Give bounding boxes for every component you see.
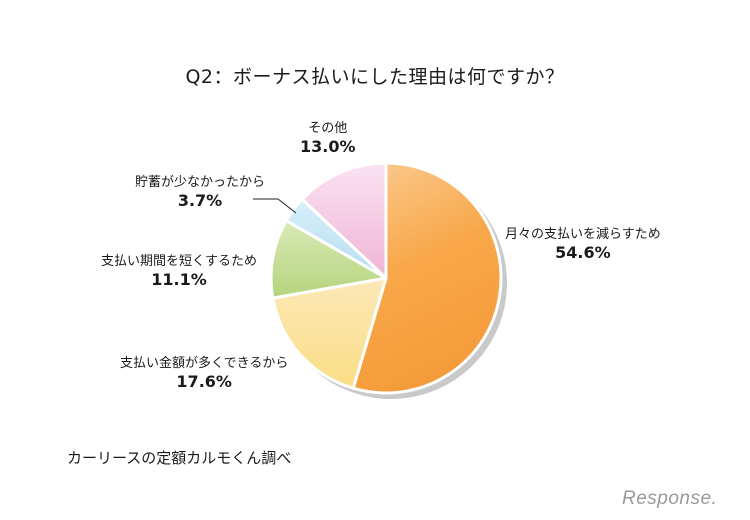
- label-pct: 3.7%: [177, 191, 223, 210]
- label-monthly: 月々の支払いを減らすため 54.6%: [505, 226, 661, 263]
- pie-slice: [271, 276, 388, 390]
- label-pct: 17.6%: [176, 372, 232, 391]
- pie-slice: [351, 161, 503, 395]
- label-period: 支払い期間を短くするため 11.1%: [101, 253, 257, 290]
- pie-slice: [300, 161, 388, 280]
- chart-title: Q2：ボーナス払いにした理由は何ですか？: [185, 66, 565, 88]
- label-text: 貯蓄が少なかったから: [135, 175, 266, 190]
- label-text: 支払い期間を短くするため: [101, 254, 258, 269]
- pie-slice: [269, 219, 388, 300]
- label-savings: 貯蓄が少なかったから 3.7%: [135, 174, 265, 211]
- label-other: その他 13.0%: [300, 120, 356, 157]
- response-logo: Response.: [622, 488, 718, 509]
- label-text: その他: [308, 121, 348, 136]
- label-pct: 11.1%: [151, 270, 207, 289]
- source-note: カーリースの定額カルモくん調べ: [67, 449, 292, 467]
- label-pct: 54.6%: [555, 243, 611, 262]
- label-pct: 13.0%: [300, 137, 356, 156]
- label-text: 月々の支払いを減らすため: [505, 227, 661, 242]
- label-amount: 支払い金額が多くできるから 17.6%: [120, 355, 288, 392]
- leader-line: [253, 198, 297, 214]
- label-text: 支払い金額が多くできるから: [120, 356, 289, 371]
